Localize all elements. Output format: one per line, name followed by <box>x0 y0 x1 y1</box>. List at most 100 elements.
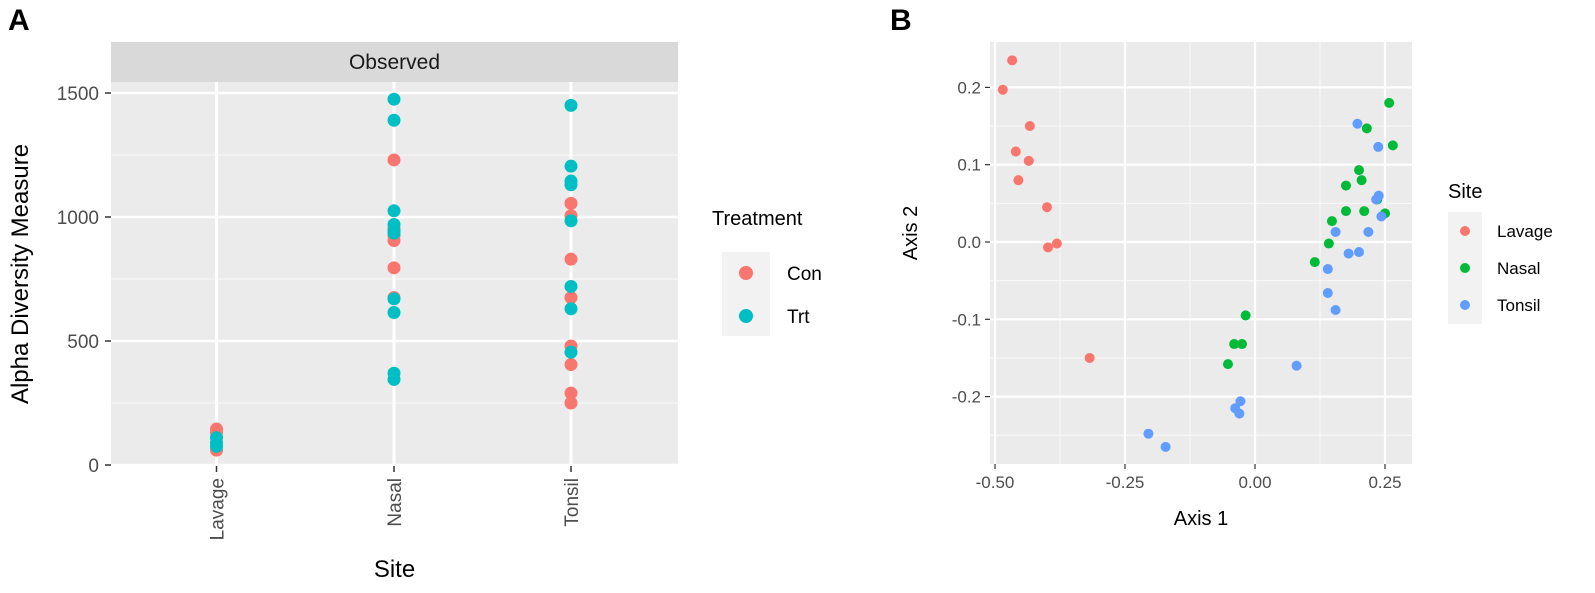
data-point-lavage <box>1013 175 1024 186</box>
legend-a-title: Treatment <box>712 208 803 230</box>
plot-a-y-ticks: 0 500 1000 1500 <box>57 84 111 477</box>
data-point-lavage <box>1051 238 1062 249</box>
y-tick-label: -0.2 <box>952 388 981 407</box>
data-point-con <box>564 196 578 210</box>
data-point-lavage <box>1024 121 1035 132</box>
data-point-tonsil <box>1143 428 1154 439</box>
data-point-trt <box>210 439 223 453</box>
legend-key-trt <box>739 309 753 323</box>
data-point-nasal <box>1309 257 1320 268</box>
panel-b: -0.2 -0.1 0.0 0.1 0.2 -0.50 -0.25 0.00 0.25 Axi… <box>900 42 1553 530</box>
data-point-trt <box>387 292 401 306</box>
data-point-nasal <box>1323 238 1334 249</box>
data-point-nasal <box>1229 339 1240 350</box>
data-point-lavage <box>1023 155 1034 166</box>
data-point-trt <box>387 226 401 240</box>
data-point-lavage <box>1084 352 1095 363</box>
data-point-nasal <box>1359 206 1370 217</box>
data-point-tonsil <box>1160 441 1171 452</box>
data-point-tonsil <box>1371 194 1382 205</box>
y-tick-label: 0.0 <box>957 233 981 252</box>
legend-label-nasal: Nasal <box>1497 259 1540 278</box>
legend-label-tonsil: Tonsil <box>1497 296 1540 315</box>
legend-b-title: Site <box>1448 181 1482 203</box>
data-point-trt <box>387 113 401 127</box>
x-tick-label: Lavage <box>208 478 229 540</box>
data-point-nasal <box>1361 123 1372 134</box>
data-point-tonsil <box>1352 118 1363 129</box>
data-point-tonsil <box>1330 305 1341 316</box>
plot-a-points <box>210 92 578 457</box>
legend-a-keys-background <box>722 252 770 336</box>
y-tick-label: -0.1 <box>952 310 981 329</box>
plot-b-y-ticks: -0.2 -0.1 0.0 0.1 0.2 <box>952 78 990 407</box>
data-point-trt <box>564 279 578 293</box>
data-point-trt <box>564 214 578 228</box>
data-point-nasal <box>1384 97 1395 108</box>
data-point-tonsil <box>1234 408 1245 419</box>
x-tick-label: Tonsil <box>562 478 583 527</box>
data-point-nasal <box>1237 339 1247 350</box>
data-point-tonsil <box>1235 396 1246 407</box>
strip-label: Observed <box>349 51 440 74</box>
data-point-tonsil <box>1363 226 1374 237</box>
data-point-tonsil <box>1291 360 1302 371</box>
data-point-tonsil <box>1376 211 1387 222</box>
data-point-trt <box>387 305 401 319</box>
x-tick-label: Nasal <box>385 478 406 527</box>
data-point-lavage <box>1043 242 1054 253</box>
y-tick-label: 500 <box>67 332 99 353</box>
x-tick-label: -0.25 <box>1106 473 1145 492</box>
data-point-nasal <box>1341 206 1351 217</box>
x-tick-label: 0.25 <box>1368 473 1401 492</box>
data-point-trt <box>564 302 578 316</box>
data-point-nasal <box>1222 359 1233 370</box>
y-tick-label: 0.1 <box>957 156 981 175</box>
data-point-tonsil <box>1354 247 1364 258</box>
data-point-lavage <box>1010 146 1021 157</box>
data-point-trt <box>387 204 401 218</box>
x-tick-label: -0.50 <box>976 473 1015 492</box>
data-point-lavage <box>1007 55 1018 66</box>
legend-key-con <box>739 266 753 280</box>
legend-key-lavage <box>1460 226 1470 236</box>
data-point-con <box>564 291 578 305</box>
plot-a-x-ticks: Lavage Nasal Tonsil <box>208 466 583 540</box>
data-point-con <box>564 358 578 372</box>
data-point-con <box>564 386 578 400</box>
x-axis-title-a: Site <box>374 556 415 583</box>
data-point-tonsil <box>1373 141 1384 152</box>
x-tick-label: 0.00 <box>1238 473 1271 492</box>
data-point-tonsil <box>1330 226 1341 237</box>
data-point-trt <box>564 98 578 112</box>
data-point-nasal <box>1341 180 1351 191</box>
y-axis-title-b: Axis 2 <box>900 206 922 260</box>
panel-a-letter: A <box>8 4 30 37</box>
data-point-tonsil <box>1322 264 1333 275</box>
legend-label-trt: Trt <box>787 307 810 328</box>
data-point-nasal <box>1387 140 1398 151</box>
data-point-nasal <box>1356 175 1367 186</box>
y-tick-label: 0.2 <box>957 78 981 97</box>
data-point-nasal <box>1240 310 1251 321</box>
strip-background <box>111 42 678 82</box>
plot-b-points <box>997 55 1398 452</box>
y-tick-label: 0 <box>88 456 99 477</box>
data-point-trt <box>387 372 401 386</box>
data-point-tonsil <box>1343 248 1354 259</box>
data-point-trt <box>387 92 401 106</box>
data-point-lavage <box>1042 202 1052 213</box>
data-point-con <box>564 396 578 410</box>
legend-key-nasal <box>1460 263 1470 273</box>
legend-key-tonsil <box>1460 300 1470 310</box>
data-point-trt <box>564 159 578 173</box>
data-point-trt <box>564 178 578 192</box>
plot-b-x-ticks: -0.50 -0.25 0.00 0.25 <box>976 464 1402 492</box>
y-tick-label: 1500 <box>57 84 99 105</box>
panel-b-letter: B <box>890 4 912 37</box>
plot-b-grid <box>990 42 1412 464</box>
data-point-nasal <box>1326 216 1337 227</box>
legend-label-lavage: Lavage <box>1497 222 1553 241</box>
